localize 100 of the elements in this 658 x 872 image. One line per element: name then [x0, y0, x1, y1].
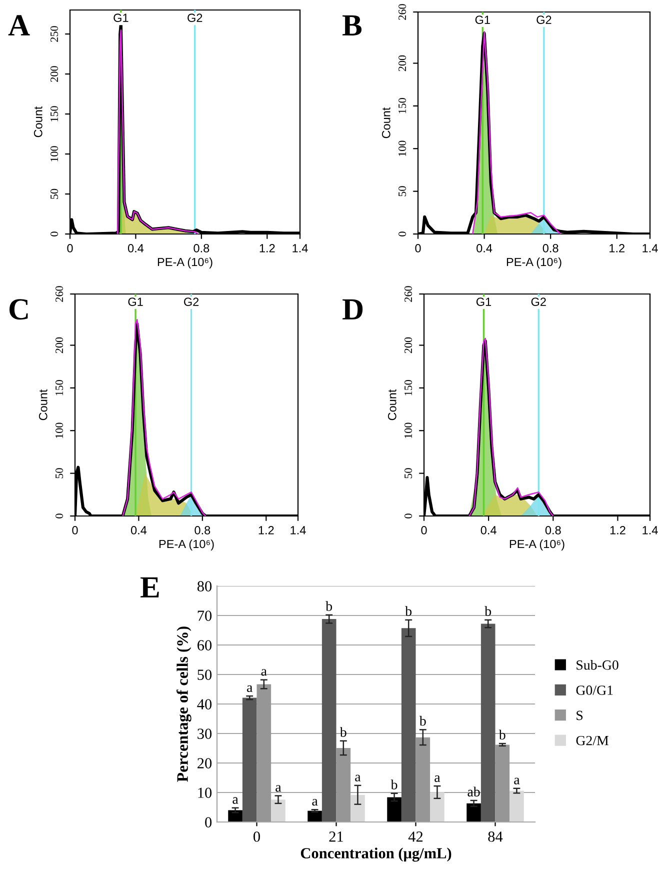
data-label: a [261, 669, 267, 676]
y-tick-label: 150 [50, 106, 58, 122]
y-tick-label: 200 [50, 66, 58, 82]
x-tick-label: 0.8 [194, 526, 210, 534]
x-tick-label: 0 [421, 526, 427, 534]
ref-line-label: G2 [188, 14, 202, 22]
data-label: b [326, 601, 332, 611]
x-tick-label: 1.4 [642, 526, 658, 534]
data-label: a [312, 798, 318, 806]
x-tick-label: 1.2 [260, 244, 275, 252]
legend-label: S [576, 710, 583, 720]
x-tick-label: 42 [408, 832, 423, 842]
y-tick-label: 0 [398, 232, 406, 236]
x-tick-label: 84 [488, 831, 503, 842]
legend-label: G0/G1 [576, 686, 613, 695]
x-tick-label: 0.4 [130, 526, 147, 534]
y-tick-label: 80 [197, 581, 212, 592]
chart-title: D [342, 299, 363, 320]
x-axis-title: PE-A (10⁶) [159, 540, 214, 551]
y-tick-label: 30 [198, 728, 212, 739]
legend-label: Sub-G0 [576, 660, 618, 670]
y-tick-label: 50 [50, 188, 58, 199]
y-tick-label: 20 [198, 758, 212, 768]
y-tick-label: 250 [50, 26, 58, 42]
ref-line-label: G1 [128, 298, 143, 306]
x-axis-title: PE-A (10⁶) [510, 540, 564, 551]
y-tick-label: 50 [404, 468, 412, 478]
x-axis-title: PE-A (10⁶) [158, 258, 212, 269]
y-tick-label: 50 [398, 186, 406, 196]
y-tick-label: 200 [404, 337, 412, 354]
y-tick-label: 100 [404, 422, 412, 438]
x-tick-label: 1.2 [610, 526, 626, 534]
y-axis-title: Count [34, 106, 42, 138]
y-tick-label: 0 [56, 514, 64, 518]
ref-line-label: G2 [531, 298, 546, 306]
y-axis-title: Count [38, 389, 48, 420]
ref-line-label: G2 [184, 298, 199, 306]
y-tick-label: 50 [56, 468, 64, 478]
y-tick-label: 40 [197, 699, 212, 710]
data-label: b [390, 780, 398, 790]
data-label: a [232, 797, 238, 804]
y-axis-title: Percentage of cells (%) [176, 626, 192, 782]
x-tick-label: 1.4 [292, 244, 308, 252]
y-axis-title: Count [382, 107, 390, 138]
x-tick-label: 0 [254, 831, 260, 842]
ref-line-label: G2 [536, 16, 552, 24]
data-label: a [434, 775, 440, 782]
x-tick-label: 0.8 [194, 244, 210, 252]
chart-title: B [342, 15, 362, 36]
x-tick-label: 0 [72, 526, 78, 534]
x-tick-label: 1.4 [290, 526, 306, 534]
y-tick-label: 0 [404, 514, 412, 518]
data-label: ab [468, 786, 480, 796]
y-tick-label: 0 [205, 817, 212, 828]
y-tick-label: 260 [404, 286, 412, 302]
x-tick-label: 0 [67, 244, 73, 252]
x-tick-label: 0.4 [480, 526, 496, 534]
ref-line-label: G1 [475, 16, 490, 24]
y-tick-label: 60 [198, 640, 212, 650]
y-tick-label: 260 [56, 286, 64, 302]
x-axis-title: PE-A (10⁶) [506, 258, 562, 269]
x-tick-label: 1.2 [258, 526, 274, 534]
data-label: a [514, 778, 520, 784]
y-tick-label: 50 [198, 670, 212, 680]
data-label: b [419, 716, 426, 726]
data-label: b [484, 606, 492, 616]
y-tick-label: 150 [56, 380, 64, 396]
ref-line-label: G1 [476, 298, 492, 306]
y-tick-label: 70 [198, 610, 212, 621]
y-tick-label: 100 [50, 146, 58, 162]
x-tick-label: 0.4 [476, 244, 492, 252]
y-tick-label: 100 [398, 140, 406, 156]
x-tick-label: 0.8 [545, 526, 561, 534]
x-tick-label: 0.8 [542, 244, 558, 252]
y-tick-label: 260 [398, 4, 406, 20]
data-label: b [340, 727, 346, 737]
y-tick-label: 150 [404, 380, 412, 396]
x-tick-label: 0.4 [128, 244, 144, 252]
y-tick-label: 150 [398, 98, 406, 114]
y-tick-label: 0 [50, 232, 58, 236]
x-tick-label: 1.4 [642, 244, 658, 252]
data-label: b [498, 730, 506, 740]
chart-title: E [140, 577, 159, 598]
chart-title: C [9, 299, 28, 320]
chart-title: A [8, 15, 30, 36]
x-tick-label: 21 [329, 832, 343, 842]
x-tick-label: 1.2 [610, 244, 624, 252]
y-tick-label: 200 [398, 55, 406, 72]
ref-line-label: G1 [114, 14, 128, 22]
data-label: a [355, 774, 361, 782]
x-tick-label: 0 [415, 244, 421, 252]
data-label: a [247, 685, 252, 692]
y-tick-label: 10 [198, 788, 212, 798]
y-tick-label: 200 [56, 337, 64, 354]
x-axis-title: Concentration (μg/mL) [300, 848, 452, 862]
data-label: a [276, 785, 282, 792]
data-label: b [405, 606, 412, 616]
legend-label: G2/M [576, 736, 608, 746]
y-tick-label: 100 [56, 422, 64, 438]
y-axis-title: Count [388, 389, 396, 420]
